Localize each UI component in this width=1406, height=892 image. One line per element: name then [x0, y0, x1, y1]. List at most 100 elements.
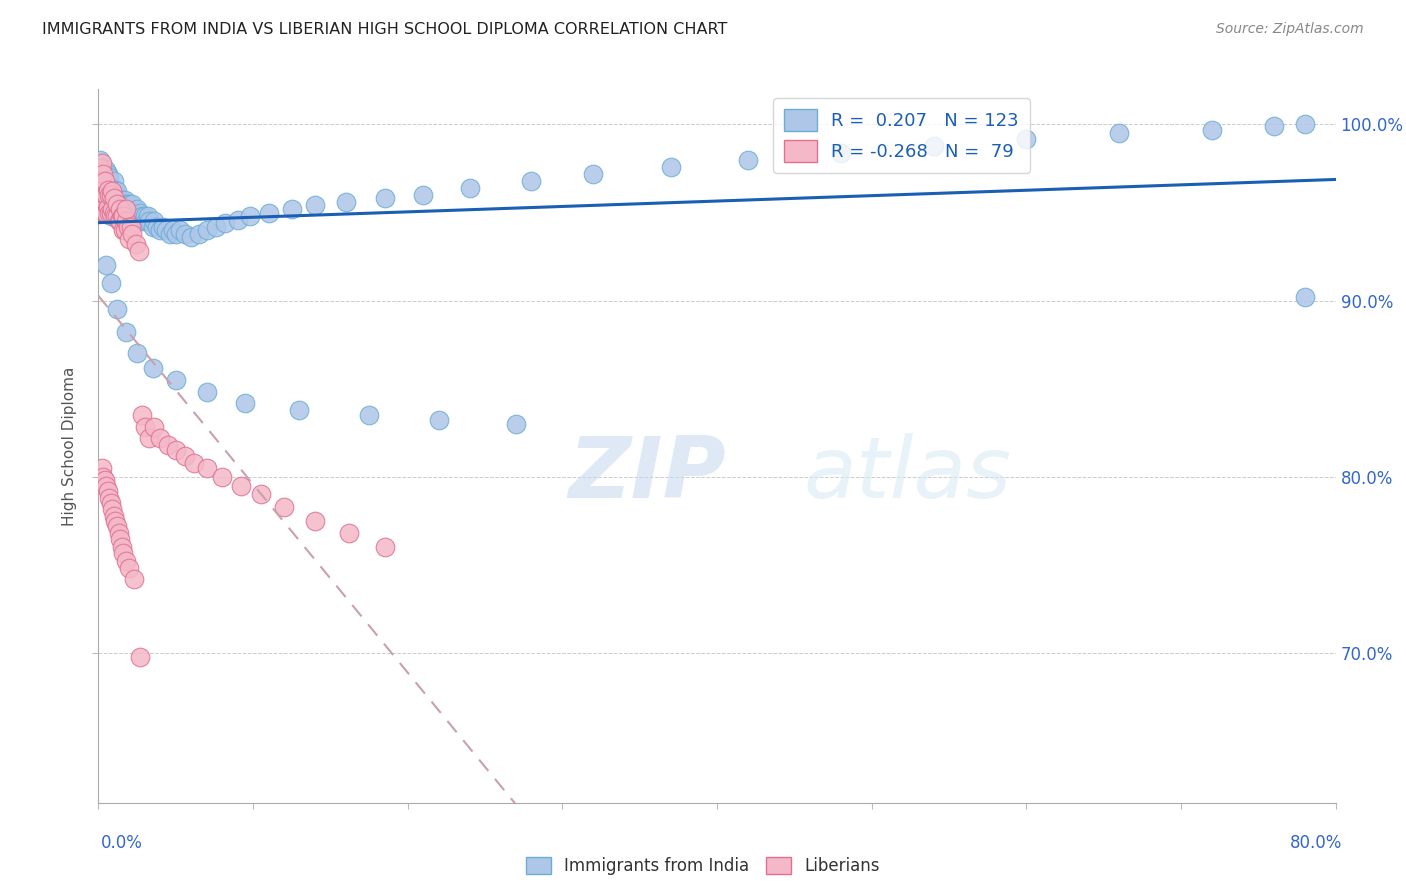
Point: [101, 202, 124, 216]
Point: [89, 170, 111, 185]
Point: [97, 205, 120, 219]
Point: [115, 326, 138, 340]
Point: [146, 219, 169, 234]
Point: [103, 508, 125, 523]
Legend: R =  0.207   N = 123, R = -0.268   N =  79: R = 0.207 N = 123, R = -0.268 N = 79: [773, 98, 1029, 173]
Point: [120, 219, 142, 234]
Point: [100, 496, 122, 510]
Point: [235, 396, 257, 410]
Point: [108, 202, 131, 216]
Point: [229, 478, 252, 492]
Point: [90, 461, 112, 475]
Point: [412, 188, 434, 202]
Point: [101, 501, 124, 516]
Point: [115, 554, 138, 568]
Point: [114, 205, 136, 219]
Point: [127, 202, 149, 216]
Point: [96, 259, 118, 273]
Y-axis label: High School Diploma: High School Diploma: [62, 367, 77, 525]
Point: [101, 181, 124, 195]
Point: [143, 214, 166, 228]
Point: [131, 408, 153, 422]
Text: 80.0%: 80.0%: [1291, 834, 1343, 852]
Point: [118, 561, 141, 575]
Point: [107, 526, 129, 541]
Text: 0.0%: 0.0%: [101, 834, 143, 852]
Point: [165, 227, 187, 241]
Point: [226, 212, 249, 227]
Point: [104, 209, 127, 223]
Point: [169, 223, 191, 237]
Point: [304, 198, 326, 212]
Point: [111, 205, 134, 219]
Point: [281, 202, 304, 216]
Point: [90, 174, 112, 188]
Point: [115, 209, 138, 223]
Point: [214, 216, 236, 230]
Point: [335, 194, 357, 209]
Point: [101, 185, 124, 199]
Point: [100, 205, 122, 219]
Point: [93, 205, 115, 219]
Point: [117, 205, 139, 219]
Point: [104, 193, 127, 207]
Point: [128, 244, 150, 259]
Point: [96, 188, 118, 202]
Point: [90, 179, 112, 194]
Point: [100, 183, 122, 197]
Point: [138, 431, 160, 445]
Point: [1294, 290, 1316, 304]
Point: [105, 196, 128, 211]
Point: [1294, 118, 1316, 132]
Point: [103, 185, 125, 199]
Point: [112, 209, 135, 223]
Point: [105, 302, 128, 317]
Point: [101, 193, 124, 207]
Point: [96, 188, 118, 202]
Point: [157, 438, 180, 452]
Point: [124, 209, 146, 223]
Point: [107, 214, 129, 228]
Point: [124, 237, 146, 252]
Point: [505, 417, 527, 431]
Point: [138, 214, 160, 228]
Point: [520, 174, 543, 188]
Point: [90, 188, 112, 202]
Point: [105, 185, 128, 199]
Point: [100, 188, 122, 202]
Point: [103, 205, 125, 219]
Text: ZIP: ZIP: [568, 433, 727, 516]
Point: [374, 541, 396, 555]
Point: [104, 514, 127, 528]
Point: [91, 179, 114, 194]
Point: [112, 546, 135, 560]
Point: [112, 223, 135, 237]
Point: [93, 474, 115, 488]
Point: [103, 174, 125, 188]
Point: [273, 500, 295, 514]
Point: [96, 202, 118, 216]
Point: [122, 205, 145, 219]
Point: [165, 373, 187, 387]
Point: [357, 408, 380, 422]
Text: Source: ZipAtlas.com: Source: ZipAtlas.com: [1216, 22, 1364, 37]
Point: [129, 649, 152, 664]
Point: [91, 170, 114, 185]
Point: [90, 161, 112, 176]
Point: [91, 167, 114, 181]
Point: [105, 209, 128, 223]
Point: [93, 174, 115, 188]
Point: [195, 461, 218, 475]
Point: [1201, 122, 1223, 136]
Point: [120, 205, 142, 219]
Point: [100, 194, 122, 209]
Point: [737, 153, 759, 167]
Point: [97, 183, 120, 197]
Point: [108, 214, 131, 228]
Point: [122, 572, 145, 586]
Point: [134, 209, 156, 223]
Point: [134, 420, 156, 434]
Point: [374, 191, 396, 205]
Point: [830, 145, 852, 160]
Point: [115, 196, 138, 211]
